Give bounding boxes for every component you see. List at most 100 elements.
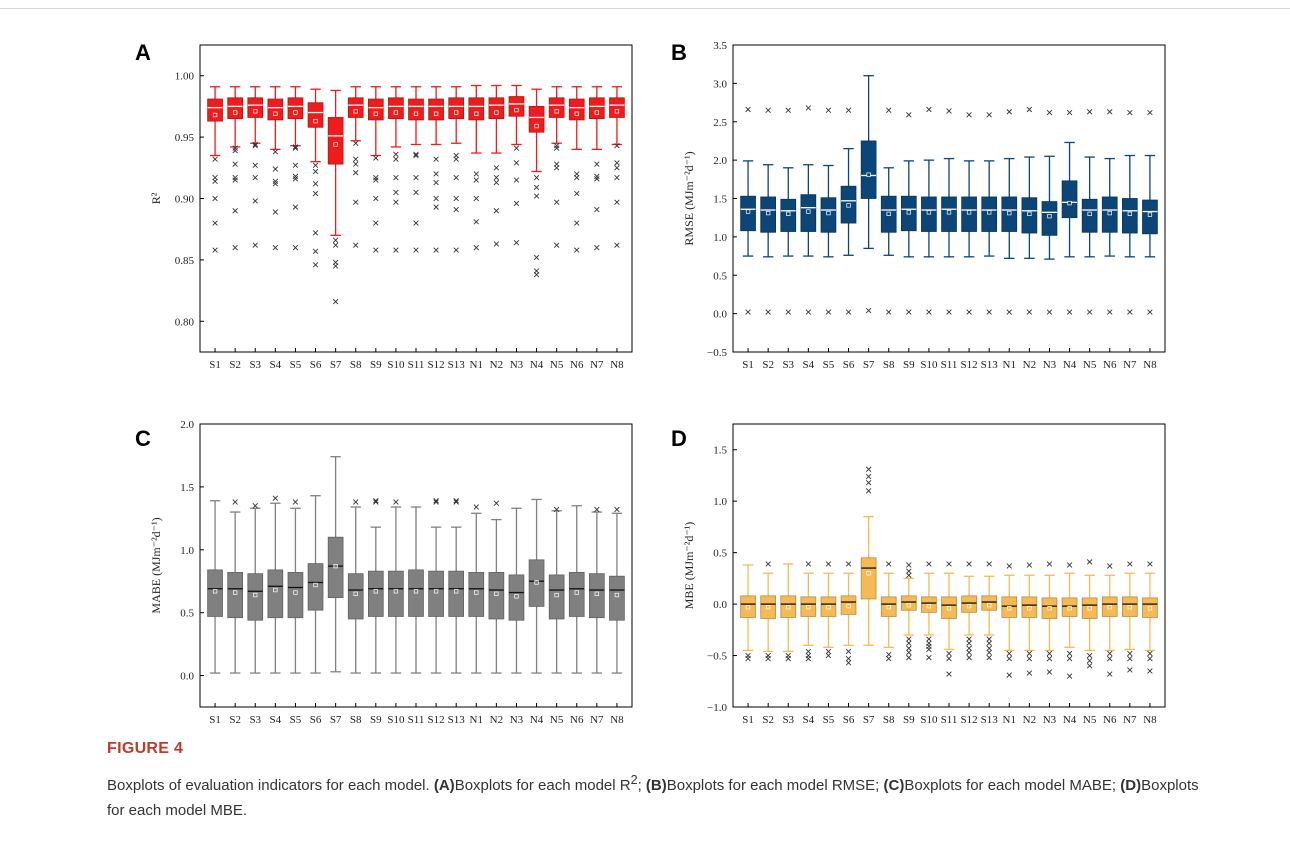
- mean-marker: [393, 589, 399, 594]
- outlier-marker: [614, 242, 620, 248]
- outlier-marker: [865, 307, 872, 314]
- box-S8: [880, 561, 897, 662]
- outlier-marker: [433, 179, 439, 186]
- box-S11: [941, 108, 957, 315]
- outlier-marker: [966, 636, 972, 642]
- box-S13: [981, 112, 998, 315]
- x-tick-label: S1: [742, 714, 754, 726]
- outlier-marker: [353, 156, 359, 162]
- mean-marker: [614, 592, 620, 598]
- x-tick-label: S6: [310, 359, 322, 371]
- panel-letter: C: [135, 426, 151, 451]
- outlier-marker: [433, 171, 439, 177]
- box-iqr: [388, 97, 404, 120]
- outlier-marker: [212, 156, 218, 162]
- x-tick-label: S4: [803, 359, 815, 371]
- mean-marker: [474, 111, 479, 116]
- y-tick-label: 0.5: [713, 548, 727, 560]
- outlier-marker: [825, 648, 832, 655]
- outlier-marker: [433, 204, 439, 210]
- outlier-marker: [393, 499, 399, 505]
- mean-marker: [353, 109, 358, 114]
- x-tick-label: N7: [1123, 714, 1137, 726]
- mean-marker: [413, 111, 419, 116]
- x-tick-label: N2: [490, 714, 503, 726]
- outlier-marker: [946, 108, 952, 114]
- x-tick-label: S13: [448, 714, 466, 726]
- mean-marker: [253, 592, 258, 598]
- outlier-marker: [1006, 655, 1012, 662]
- outlier-marker: [353, 242, 359, 248]
- outlier-marker: [765, 107, 771, 113]
- mean-marker: [806, 209, 811, 214]
- outlier-marker: [473, 219, 479, 225]
- box-iqr: [347, 573, 364, 620]
- box-S13: [448, 86, 465, 253]
- outlier-marker: [272, 178, 279, 185]
- box-S9: [900, 562, 917, 661]
- outlier-marker: [594, 176, 600, 182]
- outlier-marker: [272, 181, 279, 187]
- outlier-marker: [946, 561, 952, 567]
- x-tick-label: S6: [310, 714, 322, 726]
- x-tick-label: N5: [550, 359, 564, 371]
- outlier-marker: [1147, 309, 1153, 315]
- box-S8: [347, 86, 364, 248]
- box-N5: [1081, 559, 1098, 669]
- y-tick-label: 0.0: [713, 309, 727, 321]
- y-tick-label: 1.5: [713, 445, 727, 457]
- y-tick-label: 0.0: [180, 671, 194, 683]
- outlier-marker: [513, 177, 520, 183]
- outlier-marker: [473, 244, 479, 251]
- box-iqr: [408, 98, 424, 121]
- box-S8: [880, 107, 897, 315]
- box-S7: [860, 75, 877, 314]
- outlier-marker: [232, 145, 238, 151]
- outlier-marker: [926, 654, 932, 661]
- x-tick-label: S7: [863, 359, 875, 371]
- outlier-marker: [453, 247, 459, 253]
- mean-marker: [514, 107, 519, 113]
- boxplot-figure: A R² 0.80 0.85 0.90 0.95 1.00 S1 S2 S3 S4 S5 S6 S7 S8 S…: [135, 40, 1166, 726]
- x-tick-label: S11: [941, 359, 958, 371]
- outlier-marker: [825, 107, 832, 113]
- mean-marker: [926, 603, 932, 609]
- box-iqr: [568, 98, 585, 121]
- outlier-marker: [1147, 561, 1153, 567]
- outlier-marker: [393, 247, 399, 253]
- outlier-marker: [312, 262, 319, 268]
- outlier-marker: [574, 190, 580, 197]
- box-iqr: [589, 97, 605, 120]
- outlier-marker: [785, 309, 791, 315]
- box-iqr: [1142, 199, 1158, 235]
- outlier-marker: [966, 561, 972, 567]
- mean-marker: [1067, 200, 1072, 206]
- box-N6: [568, 505, 585, 674]
- outlier-marker: [765, 561, 771, 567]
- outlier-marker: [1127, 309, 1133, 315]
- x-tick-label: S7: [330, 714, 342, 726]
- outlier-marker: [312, 181, 319, 187]
- y-tick-label: 1.5: [180, 482, 194, 494]
- mean-marker: [574, 111, 579, 116]
- box-S6: [307, 495, 324, 674]
- outlier-marker: [373, 499, 379, 505]
- caption-segment: (D): [1120, 777, 1142, 794]
- outlier-marker: [845, 309, 852, 315]
- box-S3: [247, 86, 264, 248]
- outlier-marker: [393, 189, 399, 196]
- mean-marker: [886, 211, 891, 217]
- x-tick-label: N4: [1063, 359, 1077, 371]
- outlier-marker: [493, 174, 500, 181]
- outlier-marker: [886, 309, 892, 315]
- outlier-marker: [232, 174, 238, 181]
- box-S1: [207, 86, 223, 253]
- outlier-marker: [886, 561, 892, 567]
- outlier-marker: [1006, 672, 1012, 678]
- box-S1: [740, 564, 756, 662]
- outlier-marker: [765, 655, 771, 662]
- mean-marker: [293, 590, 298, 595]
- x-tick-label: N6: [570, 714, 584, 726]
- x-tick-label: N5: [1083, 714, 1097, 726]
- outlier-marker: [966, 112, 972, 118]
